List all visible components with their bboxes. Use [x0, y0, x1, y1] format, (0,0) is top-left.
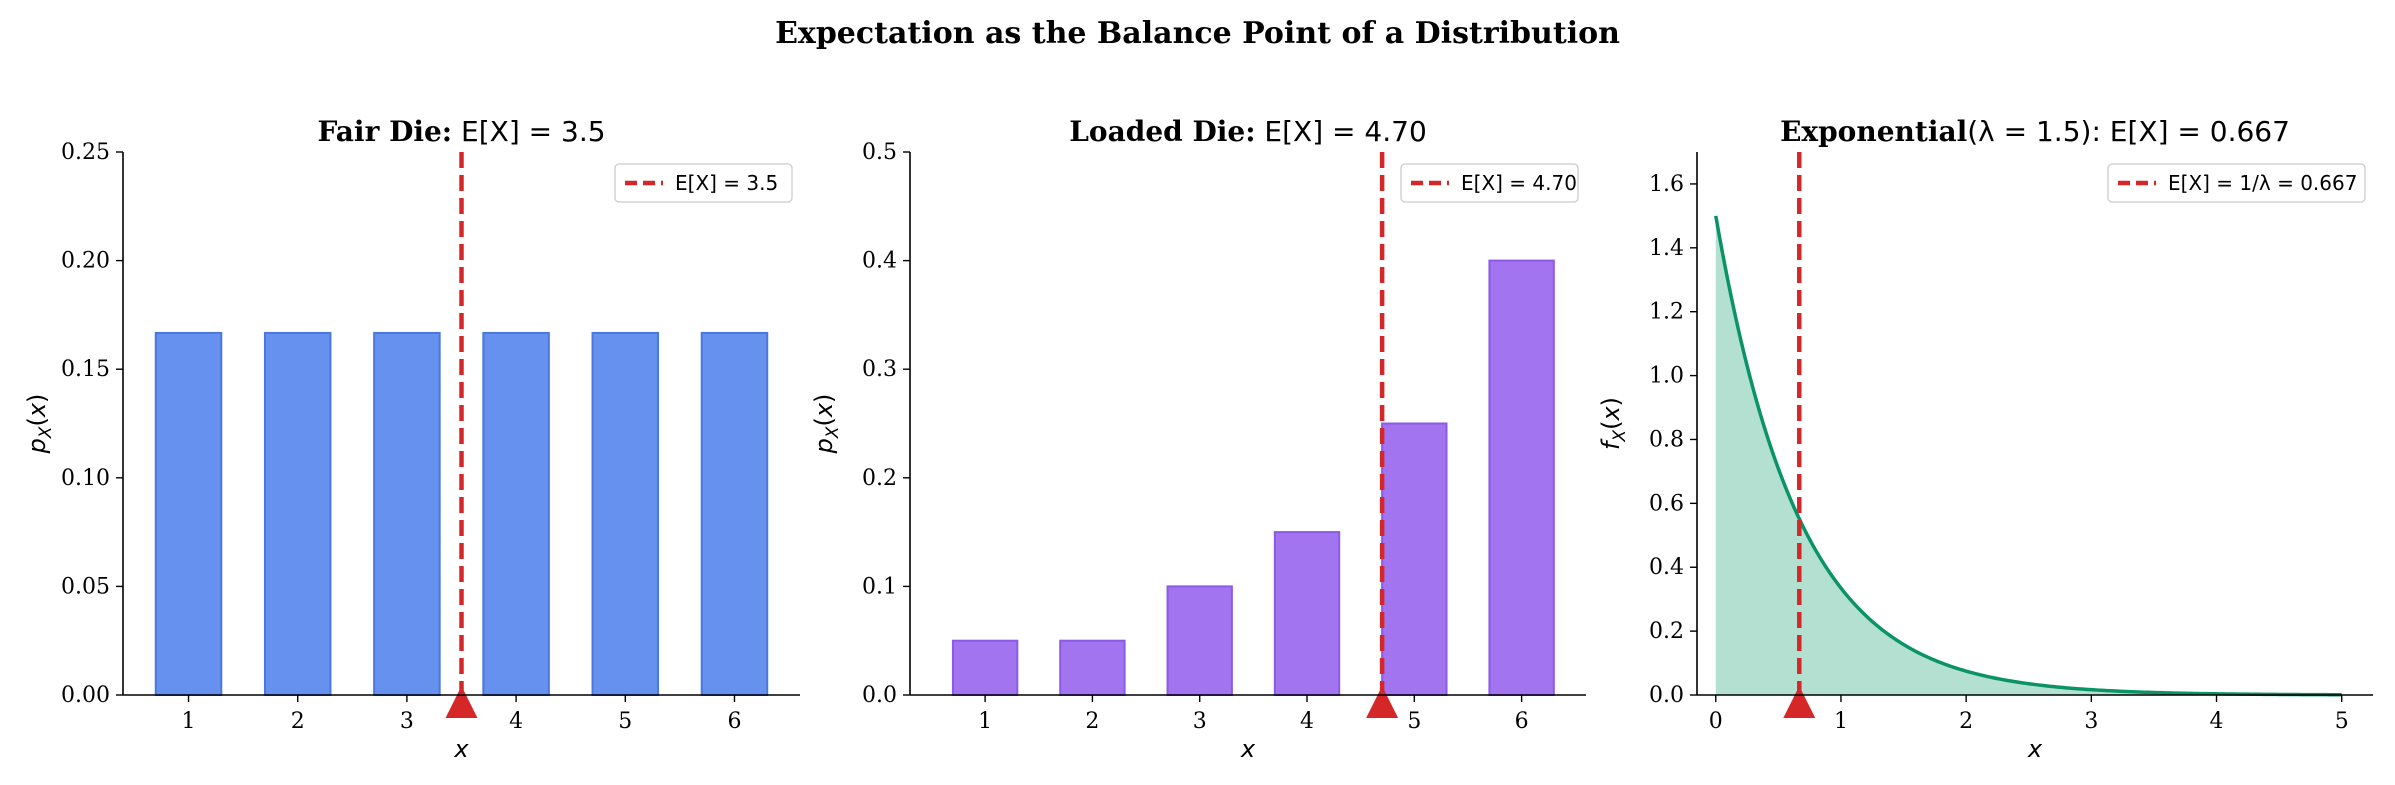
y-tick-label: 0.1 — [862, 574, 897, 599]
y-tick-label: 0.05 — [61, 574, 110, 599]
y-axis-label: pX(x) — [23, 394, 56, 455]
bar-4 — [1273, 531, 1341, 696]
balance-triangle — [445, 686, 478, 718]
panel-title: Fair Die: E[X] = 3.5 — [317, 115, 605, 148]
y-tick-label: 0.0 — [862, 683, 897, 708]
bar-3 — [373, 331, 441, 696]
y-tick-label: 0.25 — [61, 140, 110, 165]
bar-6 — [700, 331, 769, 696]
x-axis-label: x — [2027, 735, 2043, 763]
x-tick-label: 4 — [509, 709, 523, 734]
y-tick-label: 0.15 — [61, 357, 110, 382]
x-tick-label: 5 — [618, 709, 632, 734]
legend-label: E[X] = 3.5 — [675, 171, 778, 195]
y-tick-label: 0.20 — [61, 249, 110, 274]
figure-title: Expectation as the Balance Point of a Di… — [775, 16, 1620, 51]
x-tick-label: 3 — [400, 709, 414, 734]
bar-5 — [591, 331, 660, 696]
balance-triangle — [1783, 686, 1816, 718]
x-tick-label: 0 — [1709, 709, 1723, 734]
x-tick-label: 5 — [2335, 709, 2349, 734]
chart-panel-3: Exponential(λ = 1.5): E[X] = 0.667 0.0 0.2… — [1597, 115, 2373, 763]
y-tick-label: 1.4 — [1649, 236, 1684, 261]
legend: E[X] = 1/λ = 0.667 — [2107, 163, 2366, 203]
x-axis-label: x — [453, 735, 469, 763]
legend: E[X] = 4.70 — [1400, 163, 1579, 203]
x-tick-label: 2 — [1085, 709, 1099, 734]
bar-5 — [1381, 422, 1448, 696]
y-tick-label: 0.5 — [862, 140, 897, 165]
y-tick-label: 0.2 — [1649, 619, 1684, 644]
density-curve — [1714, 215, 2342, 697]
bar-2 — [263, 331, 332, 696]
x-axis-label: x — [1240, 735, 1256, 763]
legend-box — [1400, 163, 1579, 203]
bar-4 — [482, 331, 550, 696]
y-tick-label: 0.0 — [1649, 683, 1684, 708]
x-tick-label: 3 — [2084, 709, 2098, 734]
panel-title: Exponential(λ = 1.5): E[X] = 0.667 — [1780, 115, 2290, 148]
x-tick-label: 1 — [978, 709, 992, 734]
bar-1 — [951, 639, 1019, 697]
balance-triangle — [1366, 686, 1399, 718]
x-tick-label: 4 — [2210, 709, 2224, 734]
y-tick-label: 1.0 — [1649, 364, 1684, 389]
legend-box — [614, 163, 793, 203]
y-tick-label: 0.10 — [61, 466, 110, 491]
x-tick-label: 1 — [1834, 709, 1848, 734]
x-tick-label: 2 — [1959, 709, 1973, 734]
y-tick-label: 1.2 — [1649, 300, 1684, 325]
y-tick-label: 0.2 — [862, 466, 897, 491]
y-tick-label: 0.6 — [1649, 491, 1684, 516]
bar-1 — [154, 331, 223, 696]
legend-box — [2107, 163, 2366, 203]
x-tick-label: 3 — [1193, 709, 1207, 734]
y-tick-label: 0.00 — [61, 683, 110, 708]
y-tick-label: 0.4 — [1649, 555, 1684, 580]
legend-label: E[X] = 1/λ = 0.667 — [2168, 171, 2357, 195]
x-tick-label: 5 — [1407, 709, 1421, 734]
chart-panel-2: Loaded Die: E[X] = 4.70 0.0 0.1 0.2 0.3 0.4 0.… — [810, 115, 1586, 763]
x-tick-label: 6 — [1515, 709, 1529, 734]
x-tick-label: 6 — [727, 709, 741, 734]
bar-2 — [1059, 639, 1126, 697]
y-axis-label: fX(x) — [1597, 397, 1630, 450]
bar-6 — [1488, 259, 1555, 696]
chart-panel-1: Fair Die: E[X] = 3.5 0.00 0.05 0.10 0.15 0.20… — [23, 115, 800, 763]
x-tick-label: 2 — [291, 709, 305, 734]
y-tick-label: 1.6 — [1649, 172, 1684, 197]
x-tick-label: 4 — [1300, 709, 1314, 734]
y-tick-label: 0.8 — [1649, 427, 1684, 452]
bar-3 — [1166, 585, 1233, 697]
legend: E[X] = 3.5 — [614, 163, 793, 203]
y-tick-label: 0.3 — [862, 357, 897, 382]
y-tick-label: 0.4 — [862, 249, 897, 274]
legend-label: E[X] = 4.70 — [1461, 171, 1577, 195]
density-area — [1715, 215, 2342, 695]
panel-title: Loaded Die: E[X] = 4.70 — [1069, 115, 1427, 148]
x-tick-label: 1 — [182, 709, 196, 734]
y-axis-label: pX(x) — [810, 394, 843, 455]
